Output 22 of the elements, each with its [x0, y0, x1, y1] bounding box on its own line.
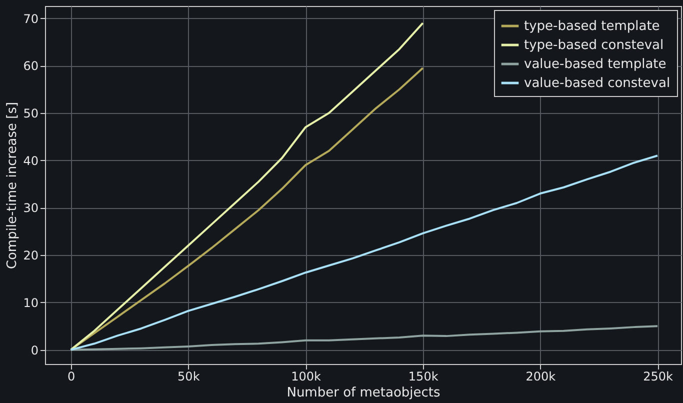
- y-tick-label: 40: [23, 154, 38, 168]
- y-tick-label: 50: [23, 106, 38, 121]
- x-tick-label: 50k: [178, 370, 200, 384]
- x-tick-label: 250k: [643, 370, 674, 384]
- legend-label: type-based consteval: [524, 38, 664, 53]
- y-tick-label: 10: [23, 296, 38, 310]
- legend-label: type-based template: [524, 19, 660, 34]
- y-tick-label: 60: [23, 59, 38, 74]
- legend-label: value-based consteval: [524, 76, 670, 91]
- line-series: [70, 154, 659, 351]
- y-tick-label: 0: [30, 343, 38, 358]
- y-axis-title: Compile-time increase [s]: [5, 102, 20, 270]
- x-axis-title: Number of metaobjects: [286, 386, 441, 400]
- x-tick-label: 0: [67, 370, 76, 384]
- y-tick-label: 20: [23, 248, 38, 263]
- line-series: [70, 325, 659, 351]
- y-tick-label: 70: [23, 12, 38, 26]
- legend-label: value-based template: [524, 57, 666, 72]
- x-tick-label: 100k: [291, 370, 321, 384]
- x-tick-label: 200k: [526, 370, 556, 384]
- x-tick-label: 150k: [408, 370, 438, 384]
- y-tick-label: 30: [23, 201, 38, 216]
